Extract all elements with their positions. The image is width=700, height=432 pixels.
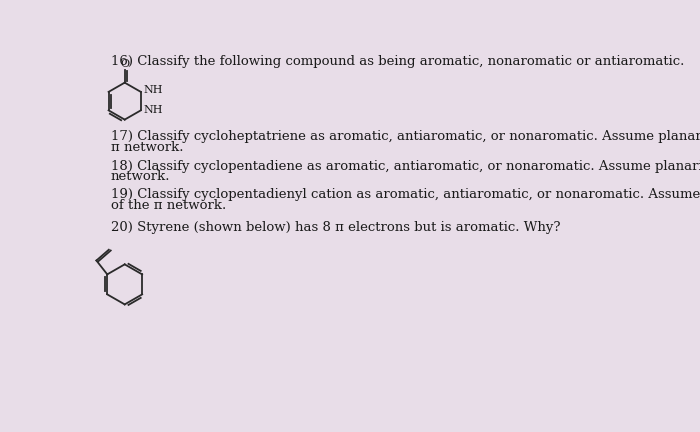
- Text: 16) Classify the following compound as being aromatic, nonaromatic or antiaromat: 16) Classify the following compound as b…: [111, 55, 684, 68]
- Text: 20) Styrene (shown below) has 8 π electrons but is aromatic. Why?: 20) Styrene (shown below) has 8 π electr…: [111, 221, 560, 234]
- Text: 18) Classify cyclopentadiene as aromatic, antiaromatic, or nonaromatic. Assume p: 18) Classify cyclopentadiene as aromatic…: [111, 160, 700, 173]
- Text: network.: network.: [111, 170, 170, 184]
- Text: NH: NH: [143, 105, 162, 115]
- Text: O: O: [120, 59, 130, 69]
- Text: of the π network.: of the π network.: [111, 199, 226, 212]
- Text: 17) Classify cycloheptatriene as aromatic, antiaromatic, or nonaromatic. Assume : 17) Classify cycloheptatriene as aromati…: [111, 130, 700, 143]
- Text: π network.: π network.: [111, 141, 183, 154]
- Text: NH: NH: [143, 86, 162, 95]
- Text: 19) Classify cyclopentadienyl cation as aromatic, antiaromatic, or nonaromatic. : 19) Classify cyclopentadienyl cation as …: [111, 188, 700, 201]
